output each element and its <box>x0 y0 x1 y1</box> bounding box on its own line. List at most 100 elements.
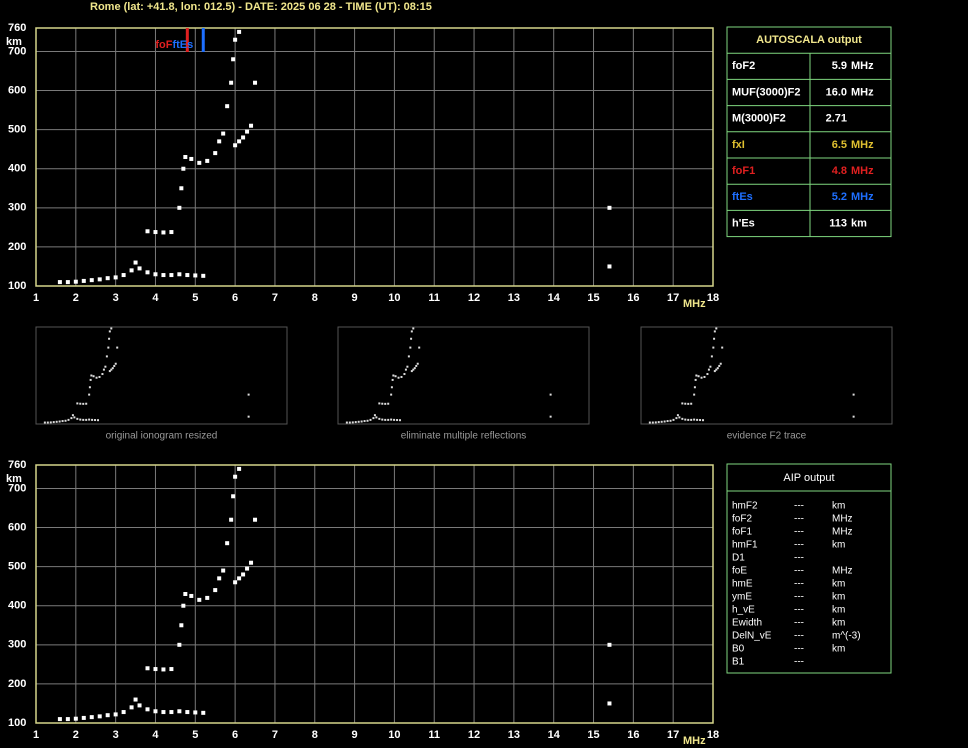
trace-point <box>201 273 206 278</box>
x-tick-label: 1 <box>33 292 39 304</box>
trace-point <box>193 710 198 715</box>
thumbnail-point <box>549 415 552 418</box>
thumbnail-point <box>718 364 721 367</box>
trace-point <box>133 260 138 265</box>
thumbnail-point <box>406 365 409 368</box>
aip-unit: m^(-3) <box>832 631 861 642</box>
y-tick-label: 200 <box>8 241 26 253</box>
thumbnail-point <box>669 419 672 422</box>
trace-point <box>233 580 238 585</box>
thumbnail-point <box>378 402 381 405</box>
thumbnail-point <box>61 420 64 423</box>
x-tick-label: 5 <box>192 292 198 304</box>
thumbnail-point <box>88 393 91 396</box>
x-tick-label: 15 <box>587 292 599 304</box>
row-value: 2.71 <box>826 113 847 125</box>
thumbnail-point <box>391 378 394 381</box>
thumbnail-point <box>716 367 719 370</box>
aip-value: --- <box>794 618 804 629</box>
thumbnail-point <box>687 418 690 421</box>
aip-label: B1 <box>732 657 745 668</box>
thumbnail-point <box>55 420 58 423</box>
y-tick-label: 500 <box>8 561 26 573</box>
x-tick-label: 4 <box>152 729 159 741</box>
thumbnail-point <box>369 418 372 421</box>
thumbnail-point <box>694 378 697 381</box>
thumbnail-point <box>410 337 413 340</box>
thumbnail-point <box>684 402 687 405</box>
trace-point <box>113 712 118 717</box>
thumbnail-point <box>695 374 698 377</box>
trace-point <box>183 592 188 596</box>
aip-value: --- <box>794 514 804 525</box>
trace-point <box>213 151 218 156</box>
thumbnail-point <box>114 362 117 365</box>
row-unit: MHz <box>851 86 874 98</box>
thumbnail-frame <box>337 326 590 425</box>
thumbnail-point <box>375 416 378 419</box>
y-axis-label: km <box>6 473 22 485</box>
x-tick-label: 13 <box>508 729 520 741</box>
trace-point <box>189 156 194 161</box>
y-tick-label: 100 <box>8 717 26 729</box>
thumbnail-point <box>681 417 684 420</box>
thumbnail-point <box>672 418 675 421</box>
row-unit: MHz <box>851 139 874 151</box>
trace-point <box>97 714 102 719</box>
aip-value: --- <box>794 501 804 512</box>
x-tick-label: 16 <box>627 292 639 304</box>
thumbnail-point <box>108 330 111 333</box>
x-tick-label: 10 <box>388 292 400 304</box>
trace-point <box>217 139 222 144</box>
thumbnail-point <box>73 416 76 419</box>
thumbnail-point <box>381 402 384 405</box>
trace-point <box>249 123 254 128</box>
thumbnail-point <box>712 346 715 349</box>
thumbnail-caption: evidence F2 trace <box>727 431 807 442</box>
x-tick-label: 16 <box>627 729 639 741</box>
trace-point <box>205 595 210 600</box>
thumbnail-point <box>79 402 82 405</box>
trace-point <box>161 710 166 715</box>
aip-label: hmF1 <box>732 540 758 551</box>
trace-point <box>233 143 238 148</box>
plot-frame <box>35 464 714 724</box>
thumbnail-point <box>400 375 403 378</box>
trace-point <box>89 278 94 283</box>
x-tick-label: 12 <box>468 292 480 304</box>
x-tick-label: 2 <box>73 729 79 741</box>
trace-point <box>205 158 210 163</box>
x-tick-label: 9 <box>352 729 358 741</box>
aip-value: --- <box>794 579 804 590</box>
y-tick-label: 400 <box>8 163 26 175</box>
thumbnail-point <box>693 418 696 421</box>
row-value: 6.5 <box>832 139 847 151</box>
y-tick-label: 300 <box>8 202 26 214</box>
trace-point <box>177 205 182 210</box>
trace-point <box>253 80 258 85</box>
thumbnail-frame <box>640 326 893 425</box>
trace-point <box>65 280 70 285</box>
thumbnail-point <box>116 346 119 349</box>
trace-point <box>57 717 62 722</box>
thumbnail-caption: original ionogram resized <box>106 431 218 442</box>
thumbnail-point <box>399 419 402 422</box>
row-unit: km <box>851 217 867 229</box>
thumbnail-frame <box>35 326 288 425</box>
x-tick-label: 7 <box>272 729 278 741</box>
aip-value: --- <box>794 592 804 603</box>
trace-point <box>137 703 142 708</box>
trace-point <box>607 264 612 269</box>
thumbnail-point <box>354 421 357 424</box>
x-tick-label: 15 <box>587 729 599 741</box>
y-tick-label: 760 <box>8 459 26 471</box>
thumbnail-point <box>94 419 97 422</box>
aip-value: --- <box>794 527 804 538</box>
x-tick-label: 6 <box>232 292 238 304</box>
thumbnail-point <box>97 419 100 422</box>
thumbnail-point <box>660 420 663 423</box>
y-axis-label: km <box>6 36 22 48</box>
thumbnail-point <box>409 346 412 349</box>
trace-point <box>169 273 174 278</box>
trace-point <box>129 705 134 710</box>
